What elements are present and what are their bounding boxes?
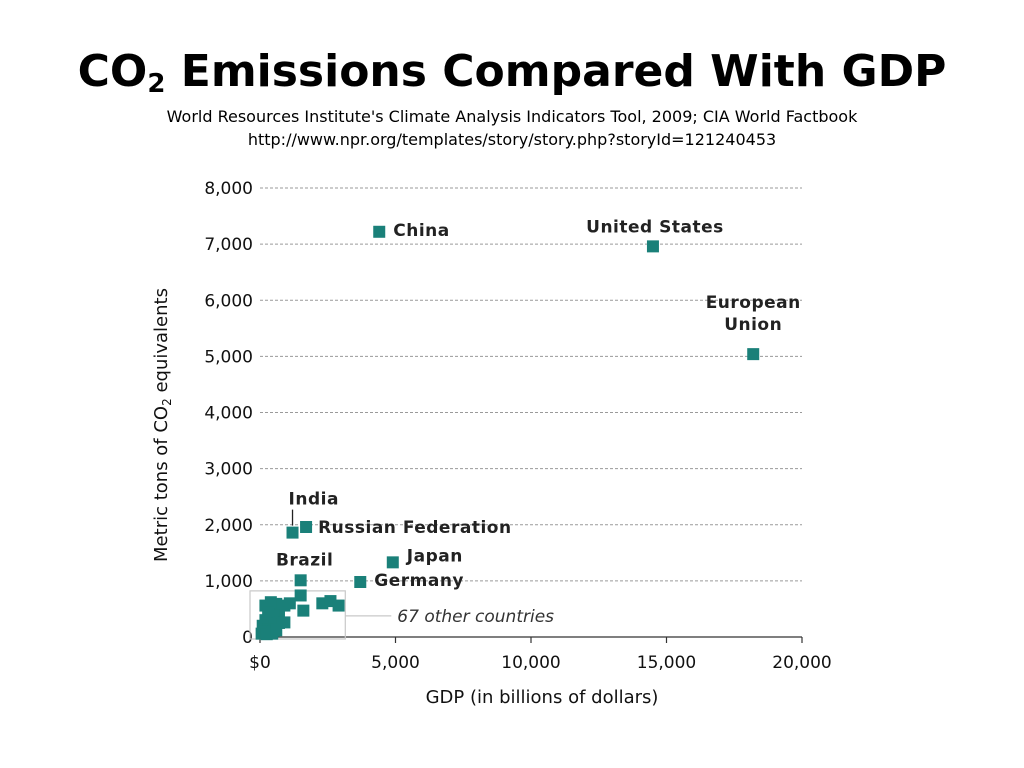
title-prefix: CO [77, 46, 148, 97]
data-point [386, 556, 399, 569]
x-tick-label: 10,000 [501, 653, 560, 673]
point-label: Russian Federation [318, 518, 512, 538]
y-tick-label: 2,000 [204, 516, 253, 536]
data-point [373, 225, 386, 238]
y-tick-label: 0 [242, 628, 253, 648]
point-label-line: Union [724, 315, 782, 335]
data-point [646, 240, 659, 253]
point-label-line: European [706, 293, 801, 313]
y-tick-label: 1,000 [204, 572, 253, 592]
y-axis-title-subscript: 2 [160, 398, 174, 406]
point-label: India [289, 490, 339, 510]
data-point [286, 526, 299, 539]
y-tick-label: 7,000 [204, 235, 253, 255]
title-subscript: 2 [147, 69, 166, 99]
other-countries-cluster: 67 other countries [249, 589, 554, 641]
other-country-point [270, 624, 283, 637]
slide-title: CO2 Emissions Compared With GDP [0, 44, 1024, 100]
data-point [300, 520, 313, 533]
source-caption: World Resources Institute's Climate Anal… [166, 107, 858, 126]
gridlines [260, 187, 802, 582]
x-tick-label: 20,000 [772, 653, 831, 673]
axes: 0 1,000 2,000 3,000 4,000 5,000 6,000 7,000 8,00… [204, 179, 831, 673]
y-axis-title-prefix: Metric tons of CO [151, 406, 172, 562]
y-tick-label: 6,000 [204, 291, 253, 311]
point-label: Brazil [276, 550, 333, 570]
y-tick-label: 4,000 [204, 404, 253, 424]
other-country-point [294, 589, 307, 602]
other-country-point [297, 604, 310, 617]
y-tick-label: 3,000 [204, 460, 253, 480]
x-tick-label: $0 [249, 653, 271, 673]
y-axis-title: Metric tons of CO2 equivalents [151, 288, 174, 562]
title-rest: Emissions Compared With GDP [165, 46, 947, 97]
y-tick-label: 8,000 [204, 179, 253, 199]
point-label: European Union [706, 293, 801, 335]
point-labels: China United States European Union India Russ… [276, 217, 801, 591]
point-label: China [393, 221, 449, 241]
x-axis-title: GDP (in billions of dollars) [426, 687, 659, 708]
y-axis-title-suffix: equivalents [151, 288, 172, 398]
data-point [354, 575, 367, 588]
url-caption: http://www.npr.org/templates/story/story… [247, 130, 777, 149]
x-tick-label: 15,000 [637, 653, 696, 673]
point-label: Germany [374, 571, 464, 591]
labeled-points [286, 225, 760, 588]
x-tick-label: 5,000 [371, 653, 420, 673]
point-label: United States [586, 217, 724, 237]
point-label: Japan [406, 546, 463, 566]
data-point [747, 348, 760, 361]
y-tick-label: 5,000 [204, 347, 253, 367]
data-point [294, 574, 307, 587]
other-country-point [332, 599, 345, 612]
other-countries-label: 67 other countries [397, 607, 554, 627]
